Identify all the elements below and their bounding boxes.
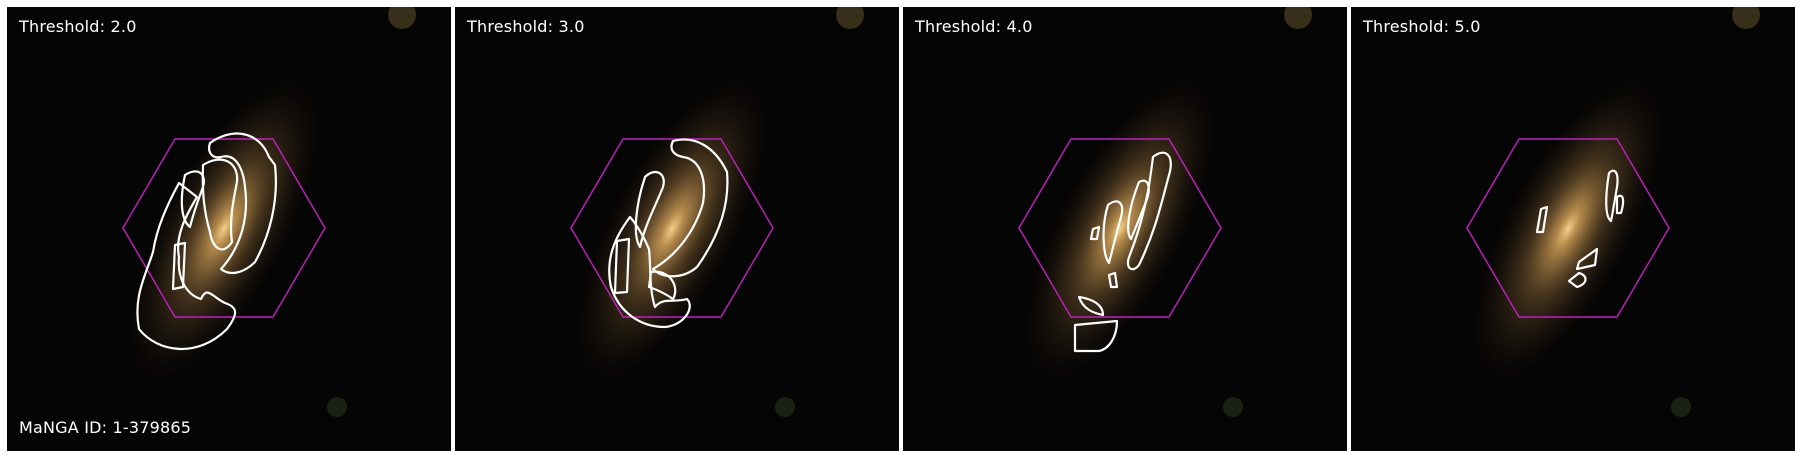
galaxy	[577, 80, 767, 378]
threshold-label: Threshold: 3.0	[467, 17, 585, 36]
foreground-star	[1732, 7, 1760, 29]
contour-lines	[1073, 151, 1172, 353]
threshold-label: Threshold: 4.0	[915, 17, 1033, 36]
image-panel-threshold-2: Threshold: 2.0 MaNGA ID: 1-379865	[7, 7, 451, 451]
galaxy-image	[903, 7, 1347, 451]
contour-lines	[136, 132, 277, 351]
ifu-hexagon	[122, 138, 326, 318]
image-panel-threshold-4: Threshold: 4.0	[903, 7, 1347, 451]
contour-lines	[1535, 169, 1625, 289]
galaxy-image	[1351, 7, 1795, 451]
manga-id-label: MaNGA ID: 1-379865	[19, 418, 192, 437]
galaxy-image	[455, 7, 899, 451]
ifu-hexagon	[1466, 138, 1670, 318]
image-panel-threshold-3: Threshold: 3.0	[455, 7, 899, 451]
galaxy	[129, 80, 319, 378]
foreground-star	[1284, 7, 1312, 29]
foreground-star	[388, 7, 416, 29]
foreground-star	[836, 7, 864, 29]
image-panel-threshold-5: Threshold: 5.0	[1351, 7, 1795, 451]
ifu-hexagon	[1018, 138, 1222, 318]
threshold-label: Threshold: 5.0	[1363, 17, 1481, 36]
ifu-hexagon	[570, 138, 774, 318]
threshold-label: Threshold: 2.0	[19, 17, 137, 36]
galaxy	[1473, 80, 1663, 378]
contour-lines	[608, 138, 729, 329]
galaxy-image	[7, 7, 451, 451]
